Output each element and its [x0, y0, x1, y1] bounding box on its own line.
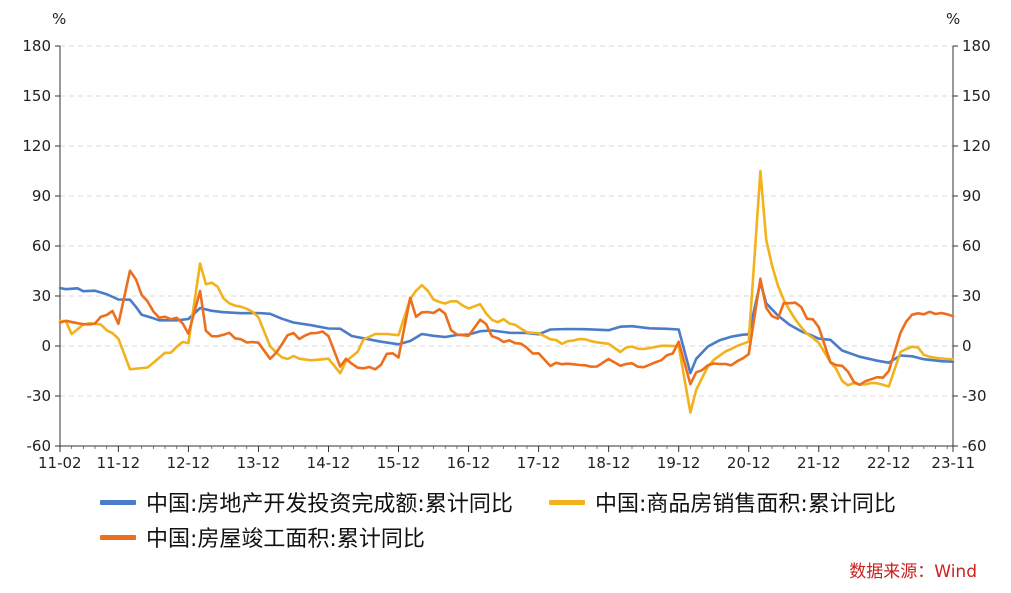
left-y-tick-label: 30	[32, 287, 51, 305]
legend-swatch-completed-area	[100, 534, 136, 540]
legend-item-sales-area: 中国:商品房销售面积:累计同比	[549, 486, 896, 518]
legend-label-completed-area: 中国:房屋竣工面积:累计同比	[146, 527, 425, 552]
x-tick-label: 21-12	[797, 454, 841, 472]
right-y-tick-label: 30	[962, 287, 981, 305]
x-tick-label: 14-12	[307, 454, 351, 472]
x-tick-label: 15-12	[377, 454, 421, 472]
left-y-tick-label: 90	[32, 187, 51, 205]
left-y-tick-label: 60	[32, 237, 51, 255]
legend-item-completed-area: 中国:房屋竣工面积:累计同比	[100, 521, 425, 553]
left-y-tick-label: 180	[22, 37, 51, 55]
left-y-tick-label: 0	[41, 337, 51, 355]
x-tick-label: 12-12	[167, 454, 211, 472]
right-y-tick-label: 180	[962, 37, 991, 55]
x-tick-label: 11-12	[97, 454, 141, 472]
x-tick-label: 16-12	[447, 454, 491, 472]
source-note: 数据来源：Wind	[849, 562, 977, 582]
left-y-tick-label: 120	[22, 137, 51, 155]
series-line-1	[58, 280, 955, 375]
legend-label-investment: 中国:房地产开发投资完成额:累计同比	[146, 492, 513, 517]
right-y-tick-label: 90	[962, 187, 981, 205]
x-tick-label: 22-12	[867, 454, 911, 472]
legend-swatch-sales-area	[549, 499, 585, 505]
series-line-3	[58, 269, 955, 387]
right-y-tick-label: 150	[962, 87, 991, 105]
right-y-tick-label: -60	[962, 437, 987, 455]
left-y-tick-label: 150	[22, 87, 51, 105]
left-y-tick-label: -30	[27, 387, 52, 405]
x-tick-label: 13-12	[237, 454, 281, 472]
legend-swatch-investment	[100, 499, 136, 505]
left-y-tick-label: -60	[27, 437, 52, 455]
x-tick-label: 20-12	[727, 454, 771, 472]
x-tick-label: 18-12	[587, 454, 631, 472]
legend-label-sales-area: 中国:商品房销售面积:累计同比	[595, 492, 896, 517]
right-unit-label: %	[946, 10, 960, 28]
right-y-tick-label: -30	[962, 387, 987, 405]
right-y-tick-label: 60	[962, 237, 981, 255]
x-tick-label: 17-12	[517, 454, 561, 472]
left-unit-label: %	[52, 10, 66, 28]
right-y-tick-label: 0	[962, 337, 972, 355]
x-tick-label: 11-02	[38, 454, 82, 472]
x-tick-label: 23-11	[931, 454, 975, 472]
legend-item-investment: 中国:房地产开发投资完成额:累计同比	[100, 486, 513, 518]
line-chart: -60 -60 -30 -30 0 0 30 30 60 60 90 90 120 120 150 150 18…	[22, 10, 991, 472]
x-tick-label: 19-12	[657, 454, 701, 472]
right-y-tick-label: 120	[962, 137, 991, 155]
series-line-2	[58, 169, 955, 414]
